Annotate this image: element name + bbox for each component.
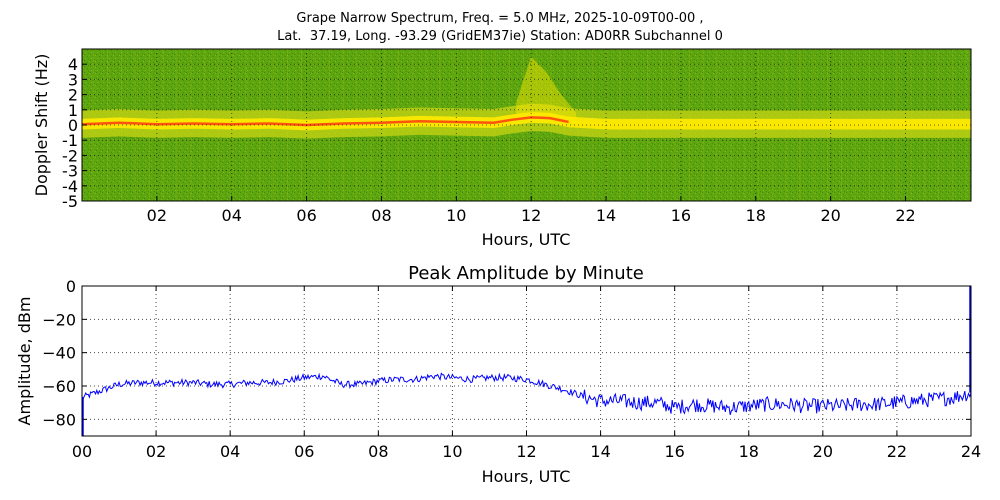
spectrogram-spread-event xyxy=(516,56,577,121)
spectrogram-y-axis-label: Doppler Shift (Hz) xyxy=(32,54,51,197)
amplitude-x-tick-label: 18 xyxy=(739,442,759,461)
spectrogram-y-tick-label: -1 xyxy=(62,131,78,150)
spectrogram-carrier-trace xyxy=(82,116,569,127)
amplitude-x-tick-label: 20 xyxy=(813,442,833,461)
spectrogram-y-tick-label: -4 xyxy=(62,177,78,196)
spectrogram-x-tick-label: 18 xyxy=(746,206,766,225)
amplitude-x-axis-label: Hours, UTC xyxy=(482,467,571,486)
spectrogram-y-tick-label: 4 xyxy=(68,55,78,74)
spectrogram-x-tick-label: 02 xyxy=(147,206,167,225)
amplitude-y-tick-label: 0 xyxy=(66,277,76,296)
amplitude-y-tick-label: −80 xyxy=(42,410,76,429)
spectrogram-x-tick-label: 06 xyxy=(296,206,316,225)
spectrogram-x-tick-label: 12 xyxy=(521,206,541,225)
spectrogram-x-tick-label: 08 xyxy=(371,206,391,225)
spectrogram-x-tick-label: 16 xyxy=(671,206,691,225)
figure-title-line-2: Lat. 37.19, Long. -93.29 (GridEM37ie) St… xyxy=(277,29,723,44)
spectrogram-y-tick-label: 1 xyxy=(68,101,78,120)
spectrogram-carrier-trace-late xyxy=(568,121,971,125)
amplitude-x-tick-label: 22 xyxy=(887,442,907,461)
amplitude-x-tick-label: 16 xyxy=(664,442,684,461)
amplitude-x-tick-label: 14 xyxy=(590,442,610,461)
amplitude-x-tick-label: 04 xyxy=(220,442,240,461)
spectrogram-y-tick-label: -3 xyxy=(62,162,78,181)
figure-title-line-1: Grape Narrow Spectrum, Freq. = 5.0 MHz, … xyxy=(296,11,704,26)
amplitude-plot-title: Peak Amplitude by Minute xyxy=(408,263,644,284)
spectrogram-y-tick-label: 0 xyxy=(68,116,78,135)
spectrogram-y-tick-label: 2 xyxy=(68,86,78,105)
amplitude-y-tick-label: −40 xyxy=(42,344,76,363)
amplitude-x-tick-label: 12 xyxy=(516,442,536,461)
spectrogram-x-axis-label: Hours, UTC xyxy=(482,230,571,249)
spectrogram-x-tick-label: 14 xyxy=(596,206,616,225)
spectrogram-x-tick-label: 10 xyxy=(446,206,466,225)
amplitude-y-tick-label: −60 xyxy=(42,377,76,396)
amplitude-x-tick-label: 02 xyxy=(146,442,166,461)
amplitude-y-axis-label: Amplitude, dBm xyxy=(15,297,34,426)
amplitude-x-tick-label: 08 xyxy=(368,442,388,461)
spectrogram-x-tick-label: 20 xyxy=(820,206,840,225)
amplitude-x-tick-label: 24 xyxy=(961,442,981,461)
spectrogram-y-tick-label: -5 xyxy=(62,192,78,211)
amplitude-x-tick-label: 06 xyxy=(294,442,314,461)
amplitude-plot-background xyxy=(82,286,971,436)
amplitude-series-line xyxy=(82,372,971,415)
amplitude-x-tick-label: 00 xyxy=(72,442,92,461)
amplitude-x-tick-label: 10 xyxy=(442,442,462,461)
spectrogram-x-tick-label: 22 xyxy=(895,206,915,225)
spectrogram-y-tick-label: -2 xyxy=(62,146,78,165)
amplitude-y-tick-label: −20 xyxy=(42,310,76,329)
amplitude-plot: Peak Amplitude by Minute 00 02 04 06 08 10 12 1… xyxy=(15,263,981,486)
spectrogram-y-tick-label: 3 xyxy=(68,70,78,89)
spectrogram-x-tick-label: 04 xyxy=(222,206,242,225)
